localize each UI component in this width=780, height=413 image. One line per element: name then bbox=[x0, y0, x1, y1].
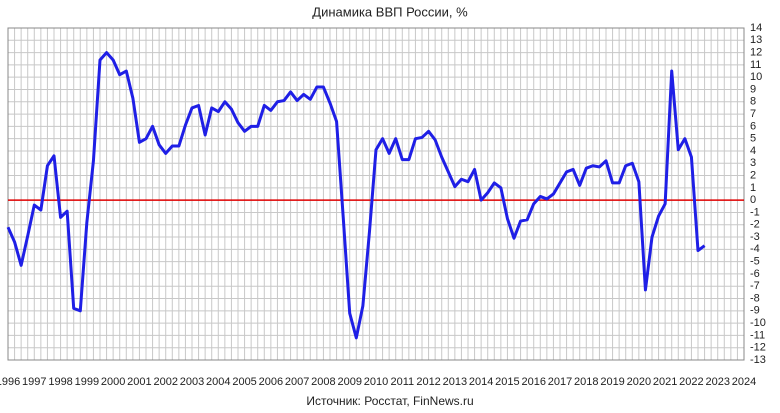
y-tick-label: -10 bbox=[750, 317, 766, 329]
x-tick-label: 2009 bbox=[337, 376, 361, 388]
x-tick-label: 2015 bbox=[495, 376, 519, 388]
y-tick-label: 8 bbox=[750, 96, 756, 108]
x-tick-label: 2008 bbox=[311, 376, 335, 388]
y-tick-label: -11 bbox=[750, 329, 765, 341]
y-tick-label: 2 bbox=[750, 169, 756, 181]
x-tick-label: 2003 bbox=[180, 376, 204, 388]
x-tick-label: 2017 bbox=[548, 376, 572, 388]
x-tick-label: 2018 bbox=[574, 376, 598, 388]
x-tick-label: 2014 bbox=[469, 376, 493, 388]
y-tick-label: -8 bbox=[750, 292, 760, 304]
x-tick-label: 1997 bbox=[22, 376, 46, 388]
x-tick-label: 2000 bbox=[101, 376, 125, 388]
chart-title: Динамика ВВП России, % bbox=[312, 4, 468, 19]
y-tick-label: 5 bbox=[750, 133, 756, 145]
x-tick-label: 2023 bbox=[705, 376, 729, 388]
x-tick-label: 1998 bbox=[48, 376, 72, 388]
y-tick-label: 0 bbox=[750, 194, 756, 206]
y-tick-label: 4 bbox=[750, 145, 756, 157]
x-tick-label: 2004 bbox=[206, 376, 230, 388]
y-tick-label: -2 bbox=[750, 219, 760, 231]
y-tick-label: -9 bbox=[750, 305, 760, 317]
x-tick-label: 2010 bbox=[364, 376, 388, 388]
y-tick-label: 11 bbox=[750, 59, 761, 71]
plot-frame bbox=[7, 27, 745, 361]
y-tick-label: 3 bbox=[750, 157, 756, 169]
x-tick-label: 1999 bbox=[75, 376, 99, 388]
x-tick-label: 2012 bbox=[416, 376, 440, 388]
y-tick-label: -12 bbox=[750, 342, 766, 354]
y-tick-label: -4 bbox=[750, 243, 760, 255]
y-tick-label: -7 bbox=[750, 280, 760, 292]
y-tick-label: 10 bbox=[750, 71, 762, 83]
x-tick-label: 2016 bbox=[521, 376, 545, 388]
x-tick-label: 2001 bbox=[127, 376, 151, 388]
x-tick-label: 2020 bbox=[627, 376, 651, 388]
x-tick-label: 2022 bbox=[679, 376, 703, 388]
y-tick-label: -1 bbox=[750, 206, 760, 218]
x-tick-label: 2019 bbox=[600, 376, 624, 388]
x-tick-label: 2011 bbox=[390, 376, 414, 388]
y-tick-label: -13 bbox=[750, 354, 766, 366]
y-tick-label: 7 bbox=[750, 108, 756, 120]
x-tick-label: 1996 bbox=[0, 376, 20, 388]
y-tick-label: -5 bbox=[750, 256, 760, 268]
y-tick-label: -6 bbox=[750, 268, 760, 280]
x-tick-label: 2024 bbox=[732, 376, 756, 388]
y-tick-label: -3 bbox=[750, 231, 760, 243]
source: Источник: Росстат, FinNews.ru bbox=[306, 394, 473, 408]
y-tick-label: 12 bbox=[750, 46, 762, 58]
x-tick-label: 2006 bbox=[259, 376, 283, 388]
y-tick-label: 13 bbox=[750, 34, 762, 46]
y-tick-label: 14 bbox=[750, 22, 762, 34]
x-tick-label: 2013 bbox=[443, 376, 467, 388]
y-tick-label: 1 bbox=[750, 182, 756, 194]
y-tick-label: 6 bbox=[750, 120, 756, 132]
x-tick-label: 2007 bbox=[285, 376, 309, 388]
data-line bbox=[6, 51, 706, 340]
x-tick-label: 2021 bbox=[653, 376, 677, 388]
x-tick-label: 2002 bbox=[153, 376, 177, 388]
y-tick-label: 9 bbox=[750, 83, 756, 95]
x-tick-label: 2005 bbox=[232, 376, 256, 388]
